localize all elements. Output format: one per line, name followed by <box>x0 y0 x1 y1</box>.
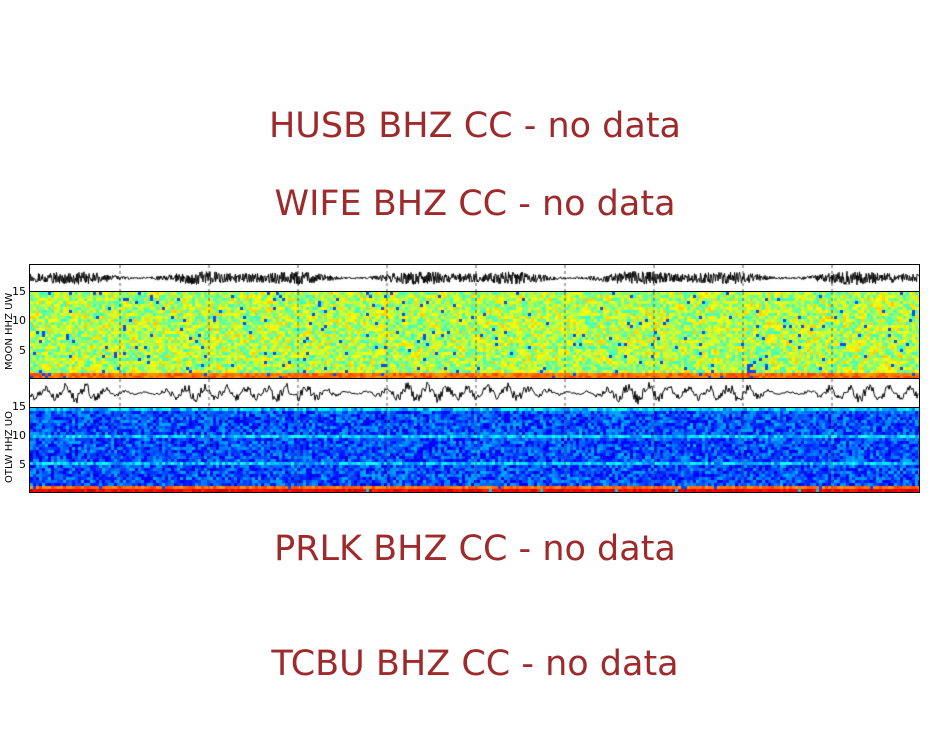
trace-moon <box>29 264 920 292</box>
no-data-prlk: PRLK BHZ CC - no data <box>0 529 950 569</box>
spectrogram-moon <box>29 291 920 379</box>
trace-otlw <box>29 378 920 408</box>
ytick-otlw-10: 10 <box>2 429 26 442</box>
spectrogram-otlw <box>29 407 920 493</box>
ytick-otlw-5: 5 <box>2 458 26 471</box>
panel-label-moon: MOON HHZ UW <box>4 293 15 370</box>
ytick-otlw-15: 15 <box>2 400 26 413</box>
ytick-moon-5: 5 <box>2 344 26 357</box>
panel-label-otlw: OTLW HHZ UO <box>4 411 15 483</box>
ytick-moon-15: 15 <box>2 285 26 298</box>
ytick-moon-10: 10 <box>2 314 26 327</box>
no-data-wife: WIFE BHZ CC - no data <box>0 184 950 224</box>
no-data-husb: HUSB BHZ CC - no data <box>0 106 950 146</box>
no-data-tcbu: TCBU BHZ CC - no data <box>0 644 950 684</box>
